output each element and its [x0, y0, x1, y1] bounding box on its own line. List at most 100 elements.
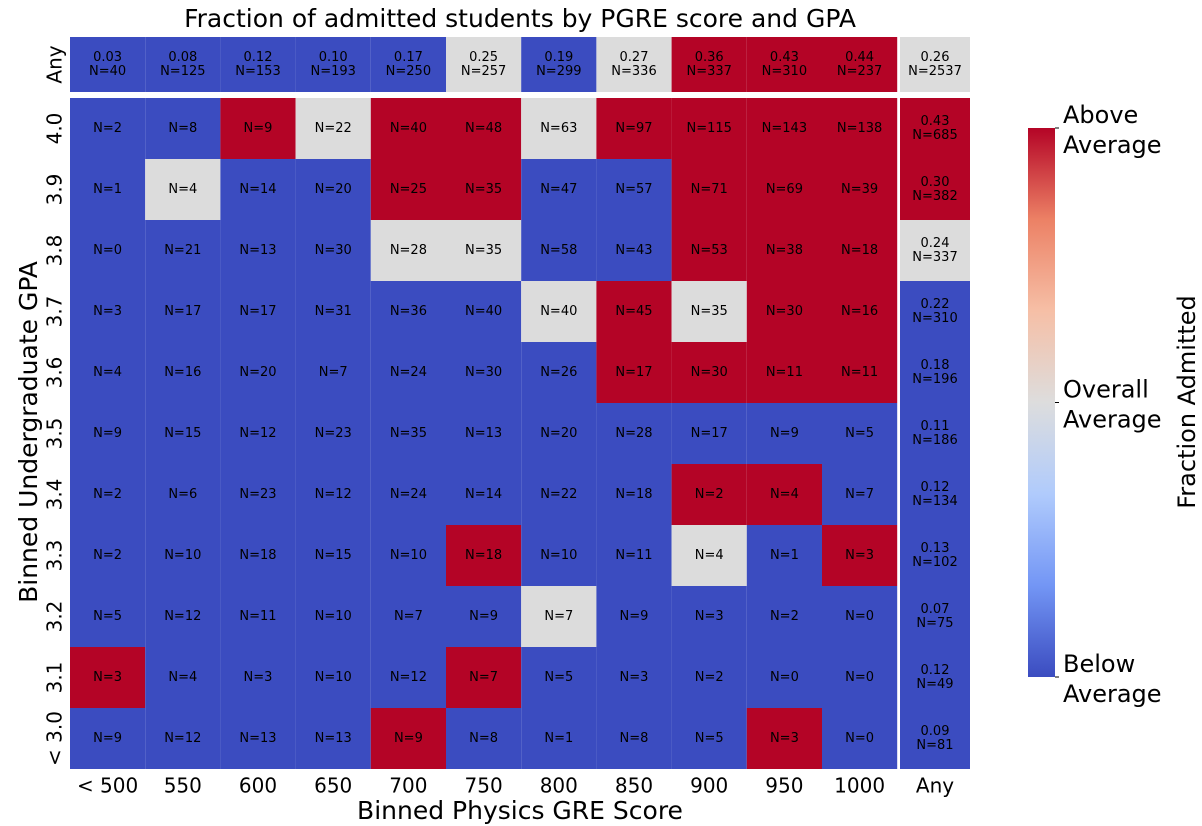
- cell-label: N=7: [469, 670, 498, 685]
- heatmap-cell: [295, 98, 371, 159]
- heatmap-cell: [446, 159, 522, 220]
- heatmap-cell: [671, 98, 747, 159]
- heatmap-cell: [446, 647, 522, 708]
- x-tick-label: 900: [690, 774, 728, 798]
- cell-label: N=3: [770, 731, 799, 746]
- cell-label: N=40: [465, 304, 502, 319]
- cell-label: 0.43: [921, 114, 950, 129]
- cell-label: N=4: [770, 487, 799, 502]
- cell-label: 0.10: [319, 50, 348, 65]
- heatmap-cell: [596, 647, 672, 708]
- cell-label: N=237: [837, 64, 882, 79]
- heatmap-cell: [521, 37, 597, 92]
- heatmap-cell: [70, 281, 146, 342]
- heatmap-cell: [671, 342, 747, 403]
- heatmap-cell: [521, 98, 597, 159]
- cell-label: N=26: [540, 365, 577, 380]
- heatmap-cell: [900, 342, 970, 403]
- heatmap-cell: [746, 220, 822, 281]
- cell-label: N=1: [93, 182, 122, 197]
- heatmap-cell: [370, 159, 446, 220]
- heatmap-cell: [220, 464, 296, 525]
- heatmap-cell: [822, 220, 898, 281]
- cell-label: N=4: [168, 182, 197, 197]
- heatmap-cell: [596, 220, 672, 281]
- cell-label: N=9: [770, 426, 799, 441]
- cell-label: N=3: [93, 304, 122, 319]
- cell-label: 0.25: [469, 50, 498, 65]
- cell-label: 0.12: [921, 480, 950, 495]
- y-tick-label: Any: [43, 45, 67, 83]
- cell-label: N=685: [912, 128, 957, 143]
- cell-label: N=11: [841, 365, 878, 380]
- heatmap-cell: [446, 220, 522, 281]
- heatmap-cell: [446, 464, 522, 525]
- cell-label: N=7: [319, 365, 348, 380]
- cell-label: N=47: [540, 182, 577, 197]
- cell-label: 0.12: [921, 663, 950, 678]
- x-tick-label: 1000: [834, 774, 885, 798]
- heatmap-cell: [671, 708, 747, 769]
- cell-label: N=21: [164, 243, 201, 258]
- heatmap-cell: [521, 525, 597, 586]
- cell-label: N=28: [390, 243, 427, 258]
- cell-label: N=7: [845, 487, 874, 502]
- cell-label: N=35: [465, 182, 502, 197]
- colorbar-tick-label: Average: [1063, 131, 1162, 159]
- cell-label: N=13: [239, 731, 276, 746]
- x-tick-label: 550: [164, 774, 202, 798]
- cell-label: N=115: [686, 121, 731, 136]
- heatmap-cell: [521, 647, 597, 708]
- heatmap-cell: [521, 220, 597, 281]
- heatmap-cell: [295, 586, 371, 647]
- heatmap-cell: [671, 464, 747, 525]
- heatmap-cell: [746, 708, 822, 769]
- cell-label: N=3: [244, 670, 273, 685]
- cell-label: N=22: [540, 487, 577, 502]
- heatmap-cell: [521, 342, 597, 403]
- x-tick-label: 650: [314, 774, 352, 798]
- cell-label: 0.07: [921, 602, 950, 617]
- heatmap-cell: [220, 281, 296, 342]
- heatmap-cell: [295, 525, 371, 586]
- heatmap-cell: [746, 464, 822, 525]
- heatmap-cell: [596, 37, 672, 92]
- cell-label: N=7: [544, 609, 573, 624]
- colorbar-tick-label: Above: [1063, 101, 1138, 129]
- cell-label: N=43: [615, 243, 652, 258]
- heatmap-cell: [295, 464, 371, 525]
- heatmap-cell: [295, 342, 371, 403]
- heatmap-cell: [822, 464, 898, 525]
- cell-label: N=15: [164, 426, 201, 441]
- heatmap-cell: [220, 37, 296, 92]
- cell-label: 0.11: [921, 419, 950, 434]
- cell-label: N=53: [691, 243, 728, 258]
- cell-label: N=81: [916, 738, 953, 753]
- colorbar: [1028, 128, 1055, 677]
- cell-label: N=71: [691, 182, 728, 197]
- cell-label: N=20: [239, 365, 276, 380]
- cell-label: N=337: [686, 64, 731, 79]
- cell-label: N=193: [310, 64, 355, 79]
- heatmap-cell: [370, 525, 446, 586]
- heatmap-cell: [900, 708, 970, 769]
- cell-label: N=9: [469, 609, 498, 624]
- cell-label: N=48: [465, 121, 502, 136]
- x-tick-label: 700: [389, 774, 427, 798]
- cell-label: N=31: [315, 304, 352, 319]
- colorbar-tick-label: Average: [1063, 680, 1162, 708]
- heatmap-cell: [446, 403, 522, 464]
- heatmap-cell: [220, 647, 296, 708]
- y-tick-label: < 3.0: [43, 711, 67, 766]
- heatmap-cell: [145, 708, 221, 769]
- y-tick-label: 3.5: [43, 418, 67, 450]
- heatmap-cell: [295, 159, 371, 220]
- cell-label: N=39: [841, 182, 878, 197]
- heatmap-cell: [596, 403, 672, 464]
- cell-label: 0.27: [620, 50, 649, 65]
- cell-label: N=8: [469, 731, 498, 746]
- heatmap-cell: [220, 525, 296, 586]
- colorbar-label: Fraction Admitted: [1173, 295, 1201, 509]
- heatmap-cell: [596, 159, 672, 220]
